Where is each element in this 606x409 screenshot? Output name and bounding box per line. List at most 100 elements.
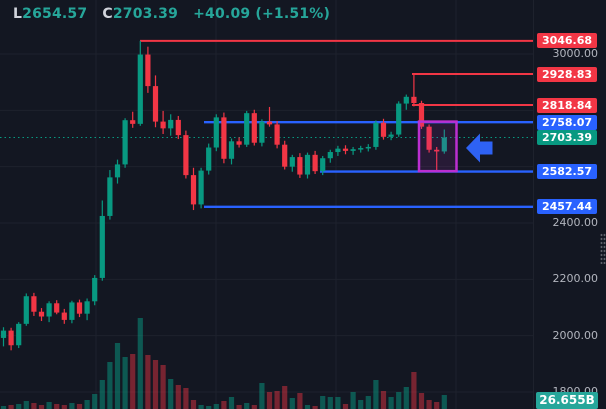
close-label: C [102, 6, 113, 22]
candle-body [388, 134, 394, 137]
volume-bar [266, 392, 273, 409]
candle-body [168, 119, 174, 129]
volume-bar [297, 393, 303, 409]
volume-bar [23, 401, 29, 409]
candle-body [244, 113, 250, 145]
candle-body [61, 312, 67, 320]
candle-body [441, 137, 447, 152]
volume-bar [403, 387, 409, 409]
candle-body [137, 54, 143, 124]
volume-bar [46, 402, 52, 409]
volume-bar [274, 391, 280, 409]
candle-body [251, 113, 257, 143]
candle-body [23, 296, 29, 324]
candle-body [99, 215, 105, 278]
candle-body [335, 148, 341, 153]
volume-bar [327, 397, 333, 409]
volume-bar [130, 354, 136, 409]
candle-body [69, 302, 75, 320]
volume-bar [289, 398, 295, 409]
volume-bar [145, 355, 151, 409]
candle-body [175, 119, 181, 136]
candle-body [8, 330, 14, 346]
volume-bar [380, 391, 387, 409]
volume-bar [335, 397, 341, 409]
volume-badge: 26.655B [536, 392, 598, 409]
volume-bar [38, 405, 45, 409]
candle-body [259, 121, 265, 143]
candle-body [274, 124, 280, 145]
candle-body [403, 96, 409, 104]
volume-bar [312, 406, 318, 409]
volume-bar [388, 397, 394, 409]
volume-bar [418, 393, 425, 409]
volume-bar [107, 362, 113, 409]
candle-body [396, 103, 402, 135]
low-label: L [13, 6, 23, 22]
candle-body [152, 86, 159, 122]
candle-body [76, 302, 83, 314]
candle-body [92, 277, 98, 302]
axis-tick-label: 2400.00 [552, 216, 599, 229]
axis-tick-label: 2200.00 [552, 272, 599, 286]
volume-bar [441, 395, 447, 409]
candle-body [16, 323, 22, 346]
candle-body [213, 117, 219, 148]
low-value: 2654.57 [22, 6, 88, 22]
candle-body [114, 164, 121, 178]
close-value: 2703.39 [112, 6, 179, 22]
price-level-badge: 2582.57 [537, 164, 597, 180]
left-arrow-annotation[interactable] [466, 133, 493, 163]
volume-bar [16, 404, 22, 409]
volume-bar [190, 400, 197, 409]
volume-bar [358, 400, 364, 409]
price-level-badge: 2457.44 [537, 199, 597, 215]
price-axis[interactable]: 3000.002400.002200.002000.001800.003046.… [533, 0, 606, 409]
volume-bar [228, 397, 235, 409]
candle-body [198, 170, 204, 205]
volume-bar [99, 380, 105, 409]
volume-bar [396, 392, 402, 409]
volume-bar [160, 365, 166, 409]
candle-body [304, 154, 311, 175]
candle-body [122, 120, 128, 165]
axis-drag-handle[interactable] [600, 233, 606, 264]
price-level-badge: 2928.83 [537, 66, 597, 82]
current-price-badge: 2703.39 [537, 130, 597, 146]
volume-bar [92, 394, 98, 409]
price-level-badge: 2758.07 [537, 114, 597, 130]
volume-bar [69, 403, 75, 409]
candle-body [190, 175, 197, 205]
candle-body [297, 157, 303, 175]
axis-tick-label: 2000.00 [552, 328, 599, 342]
candle-body [38, 311, 45, 317]
volume-bar [411, 372, 417, 409]
volume-bar [373, 380, 379, 409]
price-level-badge: 3046.68 [537, 33, 597, 49]
volume-bar [198, 405, 204, 409]
candle-body [236, 141, 242, 145]
volume-bar [206, 406, 212, 409]
candle-body [411, 96, 417, 104]
volume-bar [350, 392, 356, 409]
volume-bar [304, 405, 311, 409]
candle-body [54, 303, 60, 313]
volume-bar [122, 357, 128, 409]
volume-bar [0, 406, 7, 409]
price-level-badge: 2818.84 [537, 97, 597, 113]
volume-bar [175, 385, 181, 409]
candle-body [434, 149, 440, 152]
candle-body [320, 158, 326, 172]
candle-body [0, 330, 7, 338]
volume-bar [282, 386, 288, 409]
candle-body [418, 103, 425, 127]
candle-body [426, 126, 432, 150]
candle-body [327, 152, 333, 159]
candle-body [312, 154, 318, 172]
candle-body [221, 117, 227, 159]
highlight-box-annotation[interactable] [417, 120, 458, 173]
volume-bar [152, 360, 159, 409]
volume-bar [426, 400, 432, 409]
chart-plot-area[interactable]: L2654.57 C2703.39 +40.09 (+1.51%) [0, 0, 533, 409]
